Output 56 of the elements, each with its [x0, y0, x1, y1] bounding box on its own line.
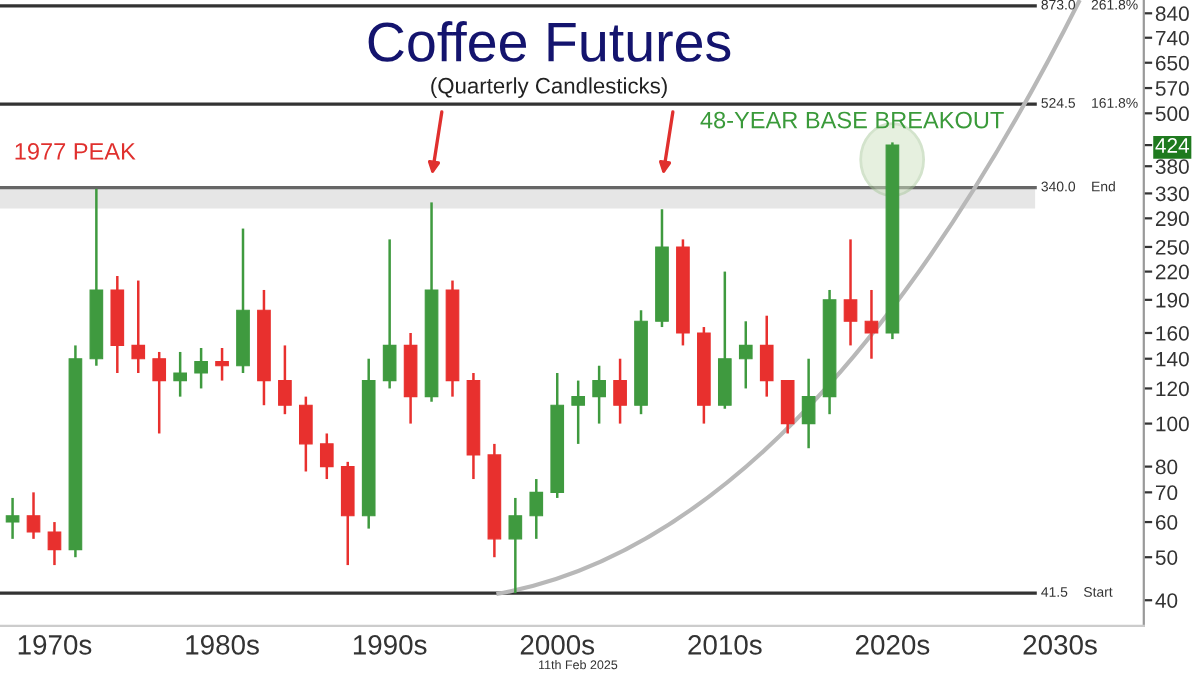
annotation: 1977 PEAK: [15, 142, 136, 160]
candlestick: [131, 279, 146, 375]
candlestick: [508, 496, 523, 595]
candlestick: [382, 238, 397, 390]
y-tick-label: 250: [1155, 239, 1189, 255]
y-tick-label: 40: [1155, 593, 1178, 608]
y-tick-label: 570: [1155, 81, 1189, 96]
y-tick-label: 740: [1155, 30, 1189, 46]
x-tick-label: 2000s: [520, 635, 595, 655]
candlestick: [864, 288, 879, 360]
candlestick: [780, 379, 795, 435]
y-tick-label: 190: [1156, 292, 1189, 308]
text: (Quarterly Candlesticks): [431, 77, 667, 98]
chart-title: Coffee Futures: [368, 21, 731, 62]
y-tick-label: 60: [1155, 515, 1178, 530]
y-tick-label: 50: [1155, 550, 1178, 565]
x-tick-label: 2020s: [855, 635, 930, 655]
candlestick: [215, 346, 229, 382]
x-tick-label: 1970s: [18, 635, 92, 655]
candlestick: [738, 320, 753, 390]
x-tick-label: 2030s: [1023, 635, 1097, 655]
y-tick-label: 500: [1155, 106, 1189, 122]
candlestick: [194, 346, 208, 390]
y-tick-label: 650: [1155, 55, 1189, 71]
y-tick-label: 424: [1155, 138, 1190, 153]
candlestick: [278, 344, 292, 416]
y-tick-label: 70: [1155, 485, 1178, 501]
candlestick: [759, 314, 774, 398]
candlestick: [592, 364, 606, 425]
candlestick: [717, 270, 732, 410]
x-tick-label: 1990s: [353, 635, 427, 655]
y-tick-label: 840: [1155, 6, 1189, 22]
candlestick: [613, 357, 627, 425]
candlestick: [529, 477, 544, 541]
candlestick: [801, 357, 816, 450]
x-tick-label: 2010s: [688, 635, 762, 655]
y-tick-label: 220: [1155, 264, 1189, 280]
annotation: 48-YEAR BASE BREAKOUT: [700, 111, 1004, 129]
y-tick-label: 120: [1156, 381, 1189, 397]
y-tick-label: 290: [1155, 211, 1189, 227]
x-tick-label: 1980s: [186, 635, 259, 655]
y-tick-label: 160: [1156, 325, 1189, 341]
y-tick-label: 330: [1155, 186, 1189, 202]
candlestick: [299, 395, 313, 473]
y-tick-label: 140: [1156, 351, 1189, 367]
y-tick-label: 100: [1156, 416, 1189, 432]
y-tick-label: 80: [1155, 459, 1178, 475]
candlestick: [152, 350, 167, 435]
candlestick: [5, 496, 20, 541]
y-tick-label: 380: [1155, 159, 1189, 174]
candlestick: [843, 238, 858, 347]
candlestick: [319, 432, 334, 481]
candlestick: [47, 520, 62, 567]
candlestick: [571, 379, 586, 446]
candlestick: [26, 491, 41, 541]
candlestick: [173, 350, 187, 398]
